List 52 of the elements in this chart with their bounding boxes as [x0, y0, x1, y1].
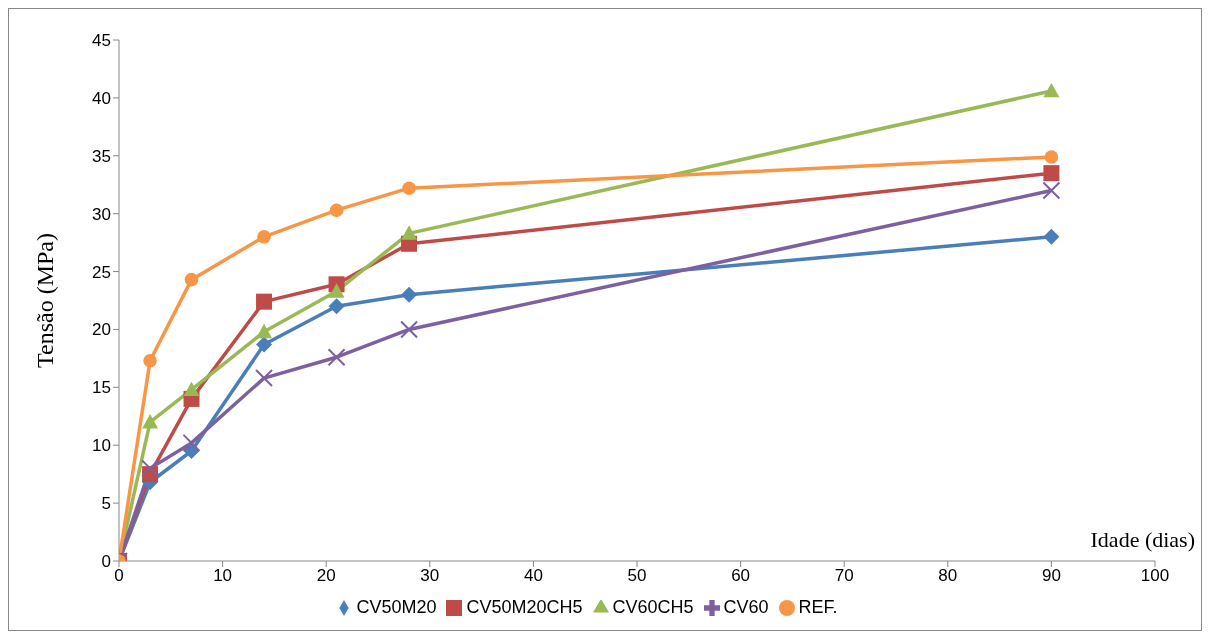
point	[401, 286, 418, 303]
point	[143, 353, 157, 368]
x-axis-title: Idade (dias)	[1090, 527, 1195, 552]
y-tick-label: 15	[92, 378, 111, 398]
point	[327, 348, 346, 367]
point	[328, 298, 345, 315]
x-tick-label: 20	[316, 566, 336, 586]
y-tick-label: 25	[92, 262, 111, 282]
x-tick-label: 0	[114, 566, 124, 586]
y-tick-label: 5	[101, 494, 111, 514]
point	[1044, 150, 1059, 164]
legend-label: CV50M20	[356, 597, 437, 617]
x-tick-label: 80	[938, 566, 958, 586]
y-tick-label: 45	[92, 31, 111, 51]
x-tick-label: 10	[213, 566, 233, 586]
point	[183, 381, 200, 397]
point	[329, 203, 344, 217]
point	[400, 320, 419, 339]
y-tick-label: 40	[92, 88, 111, 108]
point	[257, 230, 271, 244]
point	[1043, 82, 1060, 98]
point	[1043, 228, 1060, 245]
point	[1043, 165, 1060, 182]
y-axis-title: Tensão (MPa)	[32, 233, 58, 368]
point	[141, 459, 160, 478]
point	[328, 283, 345, 298]
point	[1042, 181, 1061, 200]
point	[401, 225, 418, 240]
y-tick-label: 30	[92, 204, 111, 224]
x-tick-label: 50	[627, 566, 647, 586]
y-tick-label: 35	[92, 146, 111, 166]
y-tick-label: 10	[92, 436, 111, 456]
x-tick-label: 40	[523, 566, 543, 586]
point	[402, 181, 416, 195]
legend-label: REF.	[798, 597, 838, 617]
x-tick-label: 60	[731, 566, 751, 586]
legend-label: CV50M20CH5	[466, 597, 583, 617]
point	[256, 293, 273, 310]
x-tick-label: 70	[834, 566, 854, 586]
point	[256, 323, 273, 339]
x-tick-label: 30	[420, 566, 440, 586]
point	[184, 272, 199, 287]
point	[255, 369, 274, 388]
x-tick-label: 100	[1140, 566, 1170, 586]
y-tick-label: 20	[92, 320, 111, 340]
legend-label: CV60	[723, 597, 769, 617]
point	[142, 414, 159, 429]
point	[256, 336, 273, 353]
legend-label: CV60CH5	[612, 597, 694, 617]
y-tick-label: 0	[101, 552, 111, 572]
x-tick-label: 90	[1041, 566, 1061, 586]
point	[182, 433, 201, 452]
